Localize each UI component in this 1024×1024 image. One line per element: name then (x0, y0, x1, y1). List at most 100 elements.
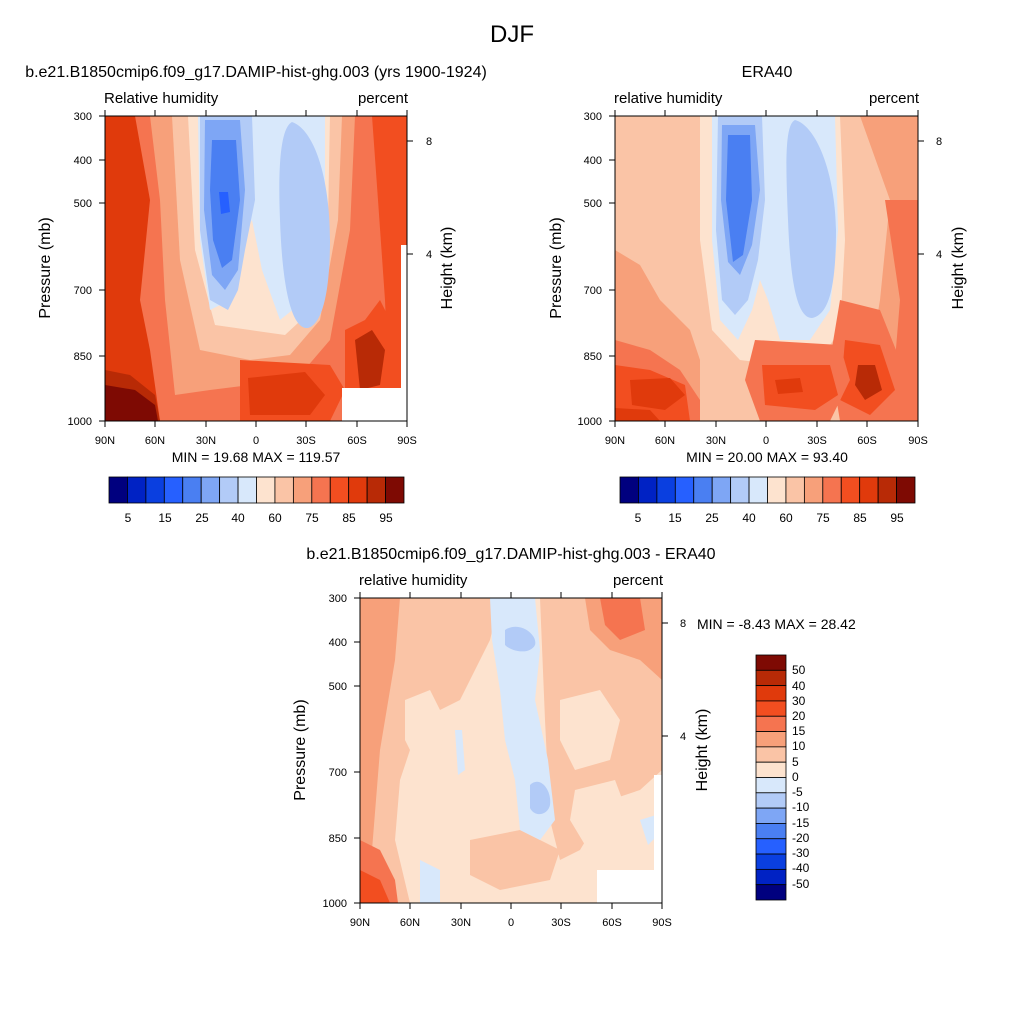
x-tick-label: 90S (908, 435, 928, 447)
colorbar-swatch (896, 476, 916, 504)
panel-title: b.e21.B1850cmip6.f09_g17.DAMIP-hist-ghg.… (306, 546, 715, 563)
colorbar-swatch (755, 807, 787, 824)
y-right-tick-label: 8 (426, 136, 432, 148)
x-tick-label: 90S (652, 917, 672, 929)
x-tick-label: 60S (602, 917, 622, 929)
colorbar-swatch (674, 476, 695, 504)
y-tick-label: 850 (74, 351, 92, 363)
x-tick-label: 60N (145, 435, 165, 447)
colorbar-swatch (292, 476, 313, 504)
panel-model: b.e21.B1850cmip6.f09_g17.DAMIP-hist-ghg.… (25, 64, 487, 525)
colorbar-label: 95 (890, 511, 904, 525)
y-axis-label: Pressure (mb) (548, 217, 565, 318)
colorbar-swatch (711, 476, 732, 504)
x-tick-label: 0 (253, 435, 259, 447)
x-tick-label: 60S (347, 435, 367, 447)
colorbar-label: -40 (792, 861, 810, 875)
colorbar-label: 60 (268, 511, 282, 525)
panel-right-label: percent (358, 90, 409, 107)
colorbar-swatch (385, 476, 405, 504)
colorbar-label: -30 (792, 846, 810, 860)
colorbar-swatch (748, 476, 768, 504)
panel-diff: b.e21.B1850cmip6.f09_g17.DAMIP-hist-ghg.… (292, 546, 856, 929)
x-tick-label: 0 (763, 435, 769, 447)
panel-right-label: percent (613, 572, 664, 589)
y-right-tick-label: 4 (680, 731, 686, 743)
figure-title: DJF (490, 21, 534, 48)
colorbar-label: 10 (792, 739, 806, 753)
colorbar-swatch (730, 476, 750, 504)
x-tick-label: 30N (451, 917, 471, 929)
y-tick-label: 700 (584, 285, 602, 297)
y-tick-label: 400 (329, 637, 347, 649)
axis-ticks (99, 110, 413, 427)
panel-left-label: Relative humidity (104, 90, 219, 107)
colorbar-swatch (755, 654, 787, 671)
contour-field (360, 598, 662, 903)
colorbar-label: 15 (158, 511, 172, 525)
colorbar-label: 75 (305, 511, 319, 525)
colorbar-label: 20 (792, 709, 806, 723)
colorbar-swatch (329, 476, 350, 504)
y-tick-label: 850 (329, 833, 347, 845)
colorbar-swatch (127, 476, 147, 504)
colorbar-swatch (200, 476, 221, 504)
colorbar-swatch (755, 777, 787, 794)
panel-left-label: relative humidity (359, 572, 468, 589)
colorbar-label: 50 (792, 663, 806, 677)
colorbar-label: -15 (792, 816, 810, 830)
colorbar-swatch (274, 476, 294, 504)
y-tick-label: 300 (74, 111, 92, 123)
colorbar (755, 654, 787, 901)
contour-field (615, 116, 918, 421)
y-tick-label: 1000 (323, 898, 347, 910)
colorbar-label: 40 (742, 511, 756, 525)
colorbar-swatch (755, 700, 787, 717)
y-right-tick-label: 8 (680, 618, 686, 630)
y-tick-label: 500 (74, 198, 92, 210)
y-right-tick-label: 8 (936, 136, 942, 148)
colorbar-swatch (619, 476, 639, 504)
x-tick-label: 60N (400, 917, 420, 929)
y-tick-label: 300 (329, 593, 347, 605)
y-tick-label: 1000 (68, 416, 92, 428)
y-tick-label: 300 (584, 111, 602, 123)
min-max-stats: MIN = 19.68 MAX = 119.57 (172, 449, 341, 465)
colorbar-swatch (693, 476, 713, 504)
x-tick-label: 60N (655, 435, 675, 447)
axis-ticks (609, 110, 924, 427)
colorbar-swatch (785, 476, 805, 504)
colorbar-swatch (803, 476, 824, 504)
x-tick-label: 60S (857, 435, 877, 447)
colorbar-label: 25 (705, 511, 719, 525)
colorbar-label: 5 (125, 511, 132, 525)
colorbar-label: 85 (342, 511, 356, 525)
y-right-axis-label: Height (km) (694, 709, 711, 792)
y-tick-label: 1000 (578, 416, 602, 428)
colorbar-swatch (755, 838, 787, 855)
colorbar-label: 85 (853, 511, 867, 525)
colorbar-swatch (311, 476, 331, 504)
colorbar-swatch (767, 476, 787, 504)
colorbar-swatch (219, 476, 239, 504)
x-tick-label: 90S (397, 435, 417, 447)
x-tick-label: 90N (95, 435, 115, 447)
colorbar-label: 40 (792, 679, 806, 693)
colorbar-swatch (755, 868, 787, 886)
colorbar-swatch (108, 476, 128, 504)
colorbar-label: 60 (779, 511, 793, 525)
y-tick-label: 700 (74, 285, 92, 297)
contour-field (105, 116, 407, 421)
colorbar-swatch (755, 715, 787, 732)
panel-left-label: relative humidity (614, 90, 723, 107)
colorbar-label: -5 (792, 785, 803, 799)
colorbar-swatch (656, 476, 676, 504)
colorbar-label: -10 (792, 800, 810, 814)
colorbar (108, 476, 405, 504)
y-tick-label: 400 (74, 155, 92, 167)
colorbar-label: 5 (635, 511, 642, 525)
panel-obs: ERA40 relative humidity percent (548, 64, 967, 525)
colorbar-label: 15 (668, 511, 682, 525)
y-tick-label: 500 (329, 681, 347, 693)
